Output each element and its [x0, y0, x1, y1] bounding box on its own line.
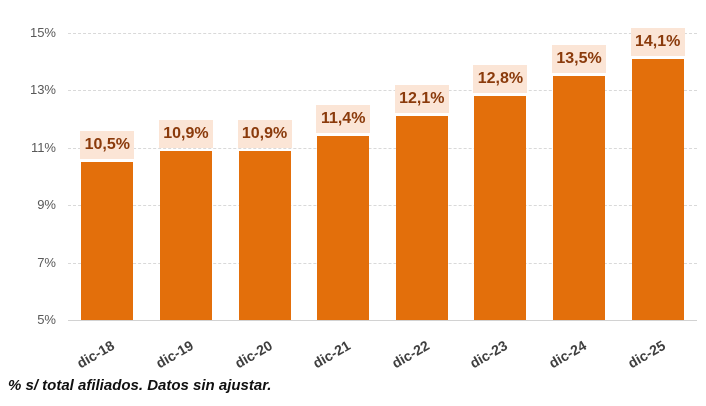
bar-dic-18: [81, 162, 134, 320]
value-label-dic-23: 12,8%: [473, 65, 528, 94]
bar-dic-20: [238, 150, 291, 320]
bar-dic-25: [631, 58, 684, 320]
y-axis-tick-label: 13%: [29, 82, 56, 98]
gridline: [68, 90, 697, 92]
value-label-dic-20: 10,9%: [237, 119, 292, 148]
chart-footnote: % s/ total afiliados. Datos sin ajustar.: [8, 377, 272, 394]
y-axis-tick-label: 7%: [37, 254, 56, 270]
value-label-dic-22: 12,1%: [394, 85, 449, 114]
gridline: [68, 147, 697, 149]
value-label-dic-18: 10,5%: [80, 131, 135, 160]
x-axis-tick-label: dic-24: [546, 337, 590, 372]
value-label-dic-24: 13,5%: [552, 45, 607, 74]
value-label-dic-21: 11,4%: [316, 105, 371, 134]
x-axis-tick-label: dic-23: [467, 337, 511, 372]
bar-dic-24: [553, 76, 606, 320]
x-axis-line: [68, 320, 697, 321]
x-axis-tick-label: dic-25: [624, 337, 668, 372]
gridline: [68, 262, 697, 264]
y-axis-tick-label: 5%: [37, 312, 56, 327]
bar-dic-21: [317, 136, 370, 320]
bar-dic-23: [474, 96, 527, 320]
bar-dic-22: [395, 116, 448, 320]
y-axis-tick-label: 11%: [30, 139, 56, 155]
value-label-dic-25: 14,1%: [630, 27, 685, 56]
y-axis-tick-label: 9%: [37, 197, 56, 213]
y-axis-tick-label: 15%: [29, 25, 56, 40]
gridline: [68, 33, 697, 34]
bar-dic-19: [159, 150, 212, 320]
gridline: [68, 205, 697, 207]
value-label-dic-19: 10,9%: [158, 119, 213, 148]
x-axis-tick-label: dic-22: [388, 337, 432, 372]
x-axis-tick-label: dic-21: [310, 337, 354, 372]
